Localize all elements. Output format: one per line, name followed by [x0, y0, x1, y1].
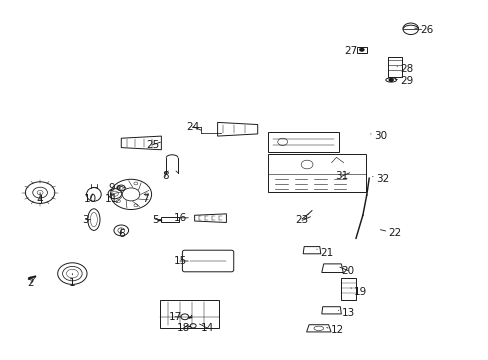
Text: 23: 23: [295, 215, 310, 225]
Text: 20: 20: [339, 266, 354, 276]
Bar: [340, 278, 355, 300]
Bar: [356, 47, 366, 53]
Text: 28: 28: [396, 64, 413, 74]
Text: 1: 1: [69, 274, 76, 288]
Text: 11: 11: [104, 194, 118, 204]
Text: 32: 32: [372, 174, 388, 184]
Text: 2: 2: [27, 277, 35, 288]
Text: 29: 29: [394, 76, 413, 86]
Text: 19: 19: [350, 287, 367, 297]
Text: 10: 10: [84, 194, 97, 204]
Text: 6: 6: [118, 229, 124, 239]
Text: 21: 21: [316, 248, 333, 258]
Bar: [267, 154, 365, 192]
Text: 17: 17: [168, 312, 182, 322]
Text: 31: 31: [334, 171, 349, 181]
Text: 9: 9: [108, 183, 120, 193]
Text: 14: 14: [199, 323, 214, 333]
Text: 18: 18: [176, 323, 190, 333]
Circle shape: [359, 48, 364, 51]
Text: 13: 13: [338, 308, 354, 318]
Circle shape: [388, 78, 392, 81]
Text: 12: 12: [326, 325, 344, 336]
Text: 30: 30: [370, 131, 386, 141]
Bar: [387, 57, 401, 77]
Text: 22: 22: [380, 228, 401, 238]
Text: 8: 8: [162, 171, 168, 181]
Text: 4: 4: [37, 193, 43, 205]
Bar: [160, 300, 219, 328]
Text: 5: 5: [152, 215, 161, 225]
Text: 27: 27: [344, 46, 360, 56]
Text: 7: 7: [139, 194, 149, 204]
Text: 15: 15: [173, 256, 188, 266]
Text: 16: 16: [173, 213, 188, 223]
Text: 26: 26: [414, 24, 432, 35]
Text: 25: 25: [145, 140, 160, 150]
Bar: [161, 217, 179, 222]
Text: 24: 24: [186, 122, 201, 132]
Bar: [267, 132, 338, 152]
Text: 3: 3: [82, 215, 90, 225]
